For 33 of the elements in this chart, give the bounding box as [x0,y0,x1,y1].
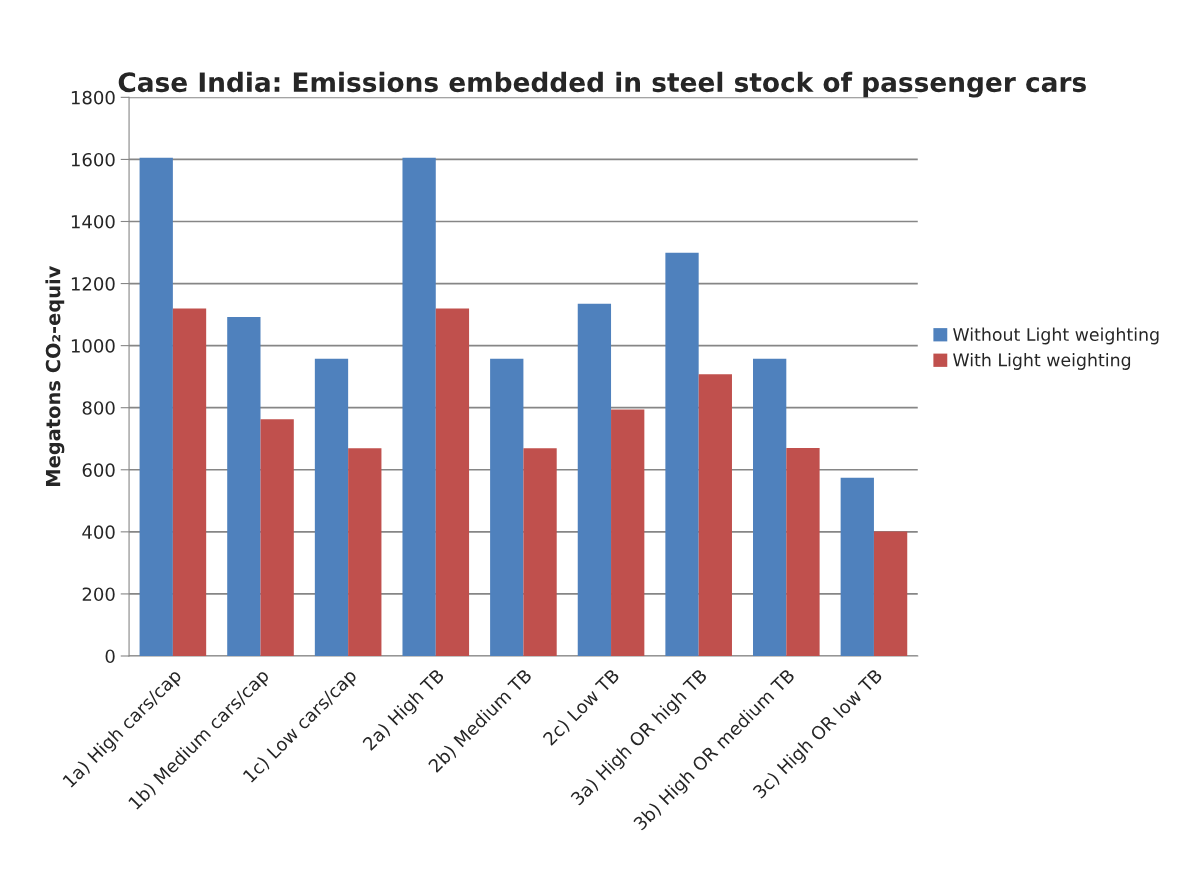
bar [786,448,820,656]
y-tick-label: 1400 [71,214,115,229]
bar [348,448,382,656]
bar [314,358,349,656]
y-axis-title: Megatons CO₂-equiv [45,265,65,486]
y-tick-label: 1600 [71,152,115,167]
y-tick-label: 0 [105,649,115,664]
y-tick-label: 1800 [71,90,115,105]
bar [402,157,436,656]
bar [227,317,261,656]
bar [665,252,699,656]
bar [435,308,470,656]
chart-title: Case India: Emissions embedded in steel stock of passenger cars [118,71,1086,98]
legend-label: With Light weighting [953,353,1131,370]
bar [490,358,524,656]
bar [840,477,874,656]
bar [523,448,557,656]
y-tick-label: 400 [82,525,115,539]
bar [172,308,207,656]
bar [139,157,173,656]
legend-label: Without Light weighting [953,327,1159,345]
y-tick-label: 1200 [71,277,115,291]
bar [611,409,645,656]
bar [698,374,732,656]
y-tick-label: 600 [82,463,115,477]
bar [873,531,908,656]
bar [753,358,787,656]
y-tick-label: 200 [82,587,115,602]
y-tick-label: 1000 [71,339,115,353]
bar [577,303,612,656]
bar [260,419,294,656]
x-tick-label: 2c) Low TB [542,668,622,748]
y-tick-label: 800 [82,401,115,415]
